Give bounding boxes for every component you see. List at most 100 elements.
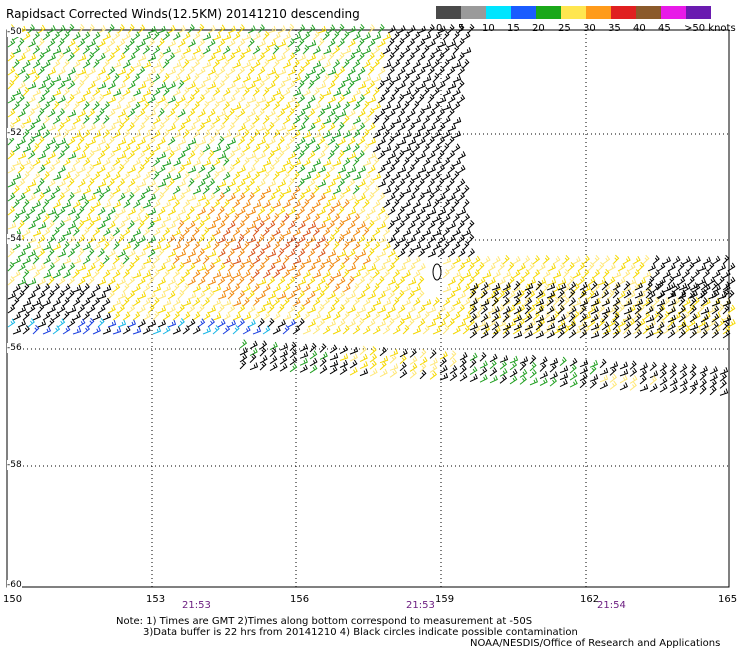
wind-barb [417, 275, 425, 286]
wind-barb [182, 186, 191, 195]
wind-barb [102, 284, 112, 293]
wind-barb [157, 81, 167, 90]
wind-barb [397, 304, 406, 314]
wind-barb [57, 304, 66, 314]
wind-barb [427, 191, 435, 202]
wind-barb [457, 304, 466, 314]
wind-barb [67, 67, 76, 76]
wind-barb [337, 51, 345, 62]
wind-barb [412, 312, 422, 321]
wind-barb [362, 184, 370, 195]
wind-barb [513, 290, 522, 299]
wind-barb [601, 329, 610, 339]
wind-barb [432, 31, 441, 41]
wind-barb [152, 243, 162, 251]
wind-barb [122, 156, 130, 167]
wind-barb [167, 39, 177, 48]
wind-barb [122, 60, 131, 69]
wind-barb [162, 227, 171, 237]
wind-barb [242, 227, 251, 237]
wind-barb [317, 122, 326, 132]
wind-barb [387, 122, 396, 132]
wind-barb [292, 257, 302, 265]
wind-barb [557, 262, 566, 272]
wind-barb [207, 53, 216, 62]
wind-barb [689, 282, 698, 291]
wind-barb [82, 88, 91, 97]
wind-barb [397, 276, 406, 286]
wind-barb [272, 44, 280, 55]
wind-barb [417, 166, 427, 174]
wind-barb [42, 271, 52, 279]
wind-barb [312, 256, 322, 265]
wind-barb [82, 114, 90, 125]
wind-barb [192, 226, 200, 237]
wind-barb [242, 157, 250, 167]
wind-barb [632, 269, 640, 279]
wind-barb [689, 313, 698, 323]
wind-barb [127, 165, 136, 174]
wind-barb [402, 156, 410, 167]
wind-barb [262, 171, 270, 181]
wind-barb [722, 281, 731, 291]
wind-barb [322, 325, 331, 335]
wind-barb [277, 206, 286, 216]
wind-barb [452, 101, 461, 111]
wind-barb [347, 193, 357, 202]
wind-barb [679, 378, 688, 387]
wind-barb [202, 74, 212, 83]
wind-barb [422, 86, 430, 97]
wind-barb [337, 276, 346, 286]
wind-barb [252, 171, 261, 181]
wind-barb [167, 277, 176, 286]
wind-barb [137, 276, 146, 286]
wind-barb [317, 81, 327, 90]
wind-barb [167, 123, 176, 132]
wind-barb [639, 384, 649, 392]
wind-barb [372, 86, 380, 97]
wind-barb [524, 297, 533, 307]
wind-barb [17, 164, 25, 174]
wind-barb [177, 108, 186, 118]
wind-barb [329, 353, 339, 361]
wind-barb [232, 157, 241, 167]
wind-barb [37, 222, 47, 230]
wind-barb [332, 270, 342, 279]
wind-barb [182, 116, 191, 125]
wind-barb [367, 178, 375, 188]
wind-barb [656, 312, 664, 323]
wind-barb [252, 143, 261, 153]
wind-barb [417, 25, 427, 34]
wind-barb [237, 52, 246, 62]
wind-barb [387, 277, 397, 286]
wind-barb [232, 87, 240, 97]
wind-barb [479, 360, 488, 369]
wind-barb [157, 221, 166, 230]
wind-barb [12, 101, 20, 111]
wind-barb [182, 100, 190, 111]
wind-barb [347, 178, 356, 188]
wind-barb [462, 58, 470, 69]
wind-barb [147, 319, 157, 328]
wind-barb [447, 135, 455, 146]
wind-barb [252, 241, 261, 251]
wind-barb [377, 137, 386, 146]
wind-barb [132, 158, 141, 167]
wind-barb [177, 52, 186, 62]
wind-barb [202, 268, 210, 279]
wind-barb [524, 322, 534, 331]
wind-barb [207, 136, 215, 146]
wind-barb [357, 150, 365, 160]
wind-barb [432, 242, 441, 251]
wind-barb [117, 277, 126, 286]
wind-barb [82, 186, 92, 195]
wind-barb [480, 305, 489, 315]
wind-barb [112, 269, 121, 279]
wind-barb [327, 51, 335, 62]
wind-barb [457, 23, 465, 34]
wind-barb [489, 375, 498, 384]
wind-barb [497, 304, 505, 314]
wind-barb [582, 268, 590, 279]
wind-barb [32, 31, 41, 41]
wind-barb [399, 348, 408, 358]
